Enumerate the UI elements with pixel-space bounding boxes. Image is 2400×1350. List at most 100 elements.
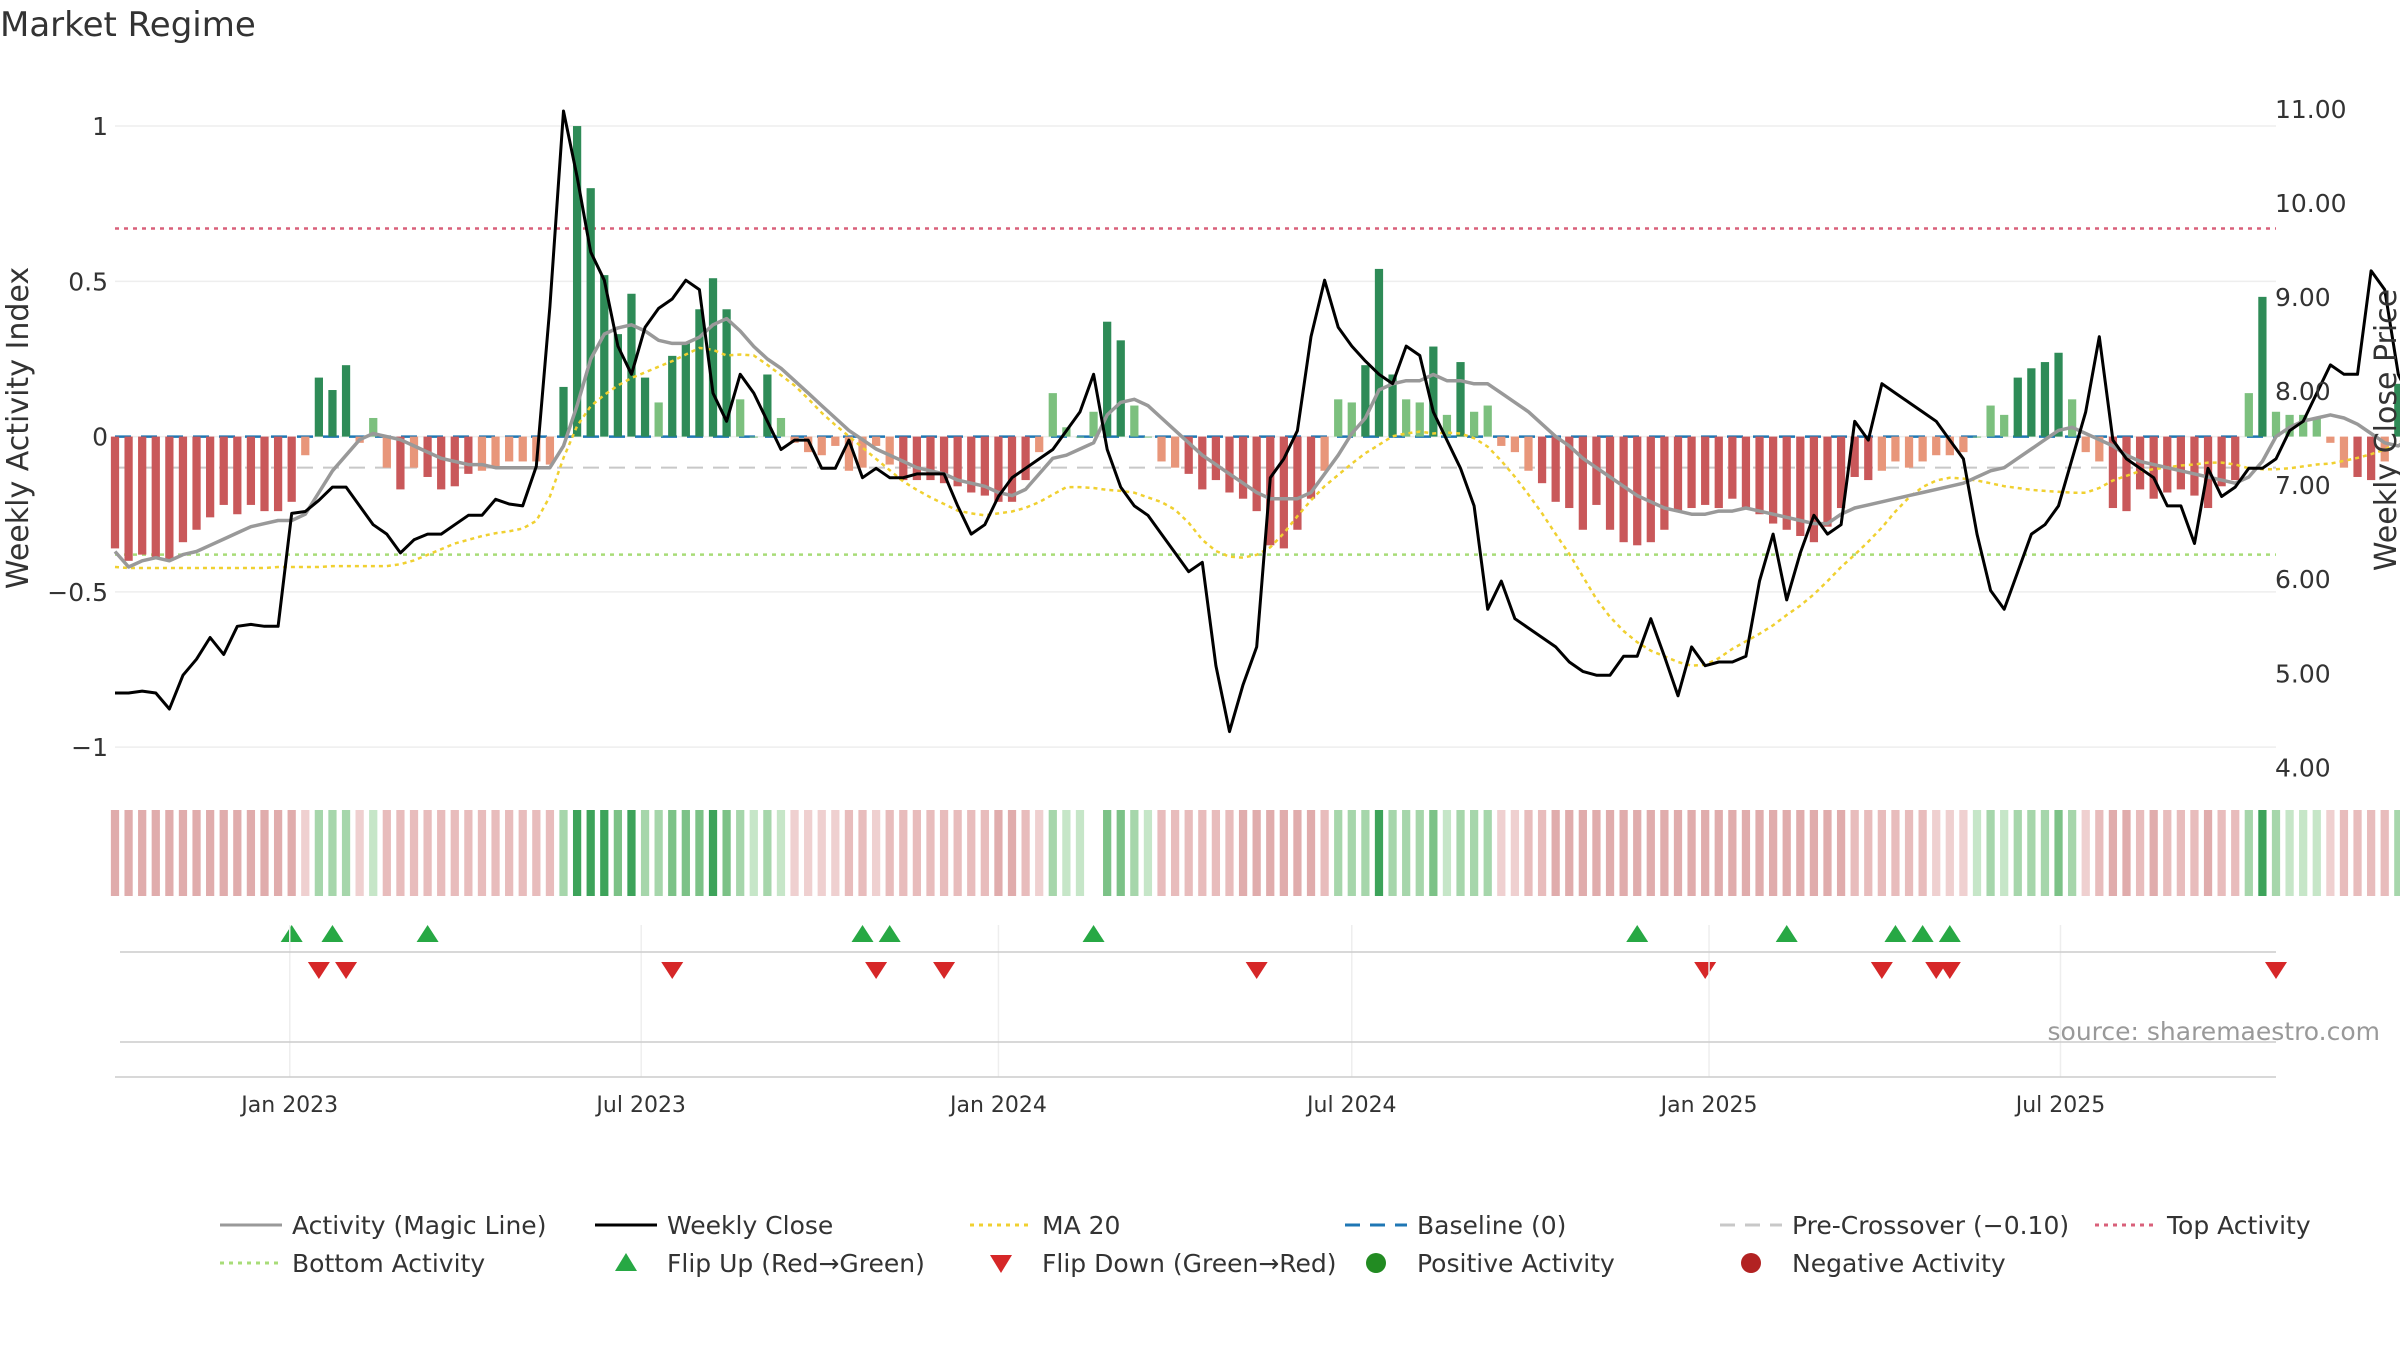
regime-strip-cell [2149,810,2158,896]
weekly-close-line [115,109,2400,734]
regime-strip-cell [2380,810,2389,896]
x-axis: Jan 2023 Jul 2023 Jan 2024 Jul 2024 Jan 2025… [115,925,2276,1118]
regime-strip-cell [1334,810,1343,896]
x-tick-label: Jul 2024 [1305,1093,1397,1118]
activity-bar [1959,436,1968,453]
flip-down-marker [933,962,956,979]
activity-bar [1633,436,1642,546]
activity-bar [1836,436,1846,509]
activity-bar [1021,436,1030,481]
activity-bar [668,355,677,437]
regime-strip-cell [1374,810,1384,896]
regime-strip-cell [505,810,514,896]
activity-bar [994,436,1003,502]
regime-strip-cell [2054,810,2063,896]
activity-bar [899,436,908,481]
regime-strip-cell [776,810,786,896]
x-tick-label: Jan 2025 [1659,1093,1758,1118]
activity-bar [464,436,473,474]
flip-up-marker [280,925,303,942]
regime-strip-cell [763,810,772,896]
regime-strip-cell [1347,810,1356,896]
regime-strip-cell [1402,810,1411,896]
regime-strip-cell [912,810,922,896]
regime-strip-cell [2271,810,2281,896]
regime-strip-cell [1877,810,1886,896]
activity-bar [206,436,215,518]
regime-strip-cell [1415,810,1424,896]
regime-strip-cell [2095,810,2104,896]
regime-strip-cell [138,810,147,896]
y-tick-label: −0.5 [47,578,108,607]
y-right-tick-label: 9.00 [2275,283,2331,312]
activity-bar [505,436,514,462]
regime-strip-cell [1483,810,1492,896]
activity-bar [1157,436,1166,462]
activity-bar [1103,321,1112,437]
activity-bar [1605,436,1615,530]
activity-bar [328,390,337,437]
series-lines [113,109,2400,734]
activity-bar [967,436,976,493]
regime-strip-cell [2339,810,2349,896]
regime-strip-cell [1537,810,1547,896]
legend-dot-marker [1366,1253,1386,1273]
regime-strip-cell [640,810,650,896]
regime-strip-cell [1035,810,1044,896]
regime-strip-cell [1565,810,1574,896]
regime-strip-cell [233,810,242,896]
activity-bar [1864,436,1873,481]
activity-bar [233,436,242,515]
y-right-tick-label: 11.00 [2275,95,2347,124]
activity-bar [545,436,555,465]
regime-strip-cell [831,810,840,896]
activity-bar [1850,436,1859,477]
activity-bar [1809,436,1819,543]
regime-strip-cell [1714,810,1723,896]
legend-label: Bottom Activity [292,1249,485,1278]
activity-bars [110,126,2400,561]
activity-bar [1972,436,1982,438]
activity-bar [2299,414,2308,437]
activity-bar [382,436,391,468]
activity-bar [1551,436,1560,502]
activity-bar [1415,402,1424,437]
regime-strip-cell [178,810,188,896]
activity-bar [1728,436,1737,499]
flip-down-marker [1870,962,1893,979]
regime-strip-cell [2040,810,2050,896]
activity-bar [1945,436,1954,456]
activity-bar [1442,414,1452,437]
activity-bar [1877,436,1886,471]
regime-strip-cell [790,810,799,896]
activity-bar [341,365,351,437]
regime-strip-cell [518,810,527,896]
activity-bar [885,436,894,465]
activity-bar [1388,374,1397,437]
activity-bar [1741,436,1751,509]
source-attribution: source: sharemaestro.com [2048,1017,2381,1046]
activity-bar [477,436,487,471]
activity-bar [151,436,160,558]
regime-strip-cell [1266,810,1275,896]
regime-strip-cell [1497,810,1506,896]
regime-strip-cell [1701,810,1710,896]
regime-strip-cell [2122,810,2131,896]
regime-strip-cell [165,810,174,896]
activity-bar [1687,436,1696,509]
regime-strip-cell [1605,810,1615,896]
regime-strip-cell [1293,810,1302,896]
activity-bar [192,436,201,530]
regime-strip-cell [1904,810,1914,896]
regime-strip-cell [1633,810,1642,896]
regime-strip-cell [1850,810,1859,896]
regime-strip-cell [885,810,894,896]
activity-bar [1116,340,1125,437]
regime-strip-cell [2244,810,2253,896]
activity-bar [1211,436,1221,481]
y-tick-label: 0 [92,423,108,452]
activity-bar [1796,436,1805,536]
activity-bar [110,436,120,549]
activity-bar [831,436,840,446]
